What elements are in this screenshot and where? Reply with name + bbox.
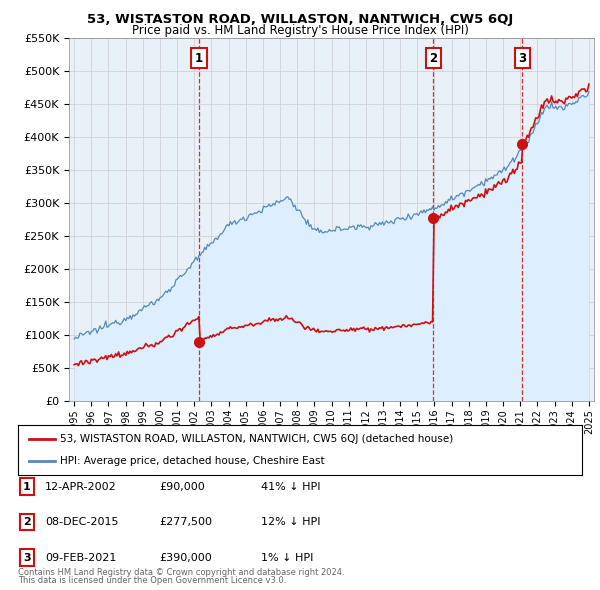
Text: 53, WISTASTON ROAD, WILLASTON, NANTWICH, CW5 6QJ: 53, WISTASTON ROAD, WILLASTON, NANTWICH,…	[87, 13, 513, 26]
Text: Price paid vs. HM Land Registry's House Price Index (HPI): Price paid vs. HM Land Registry's House …	[131, 24, 469, 37]
Text: 09-FEB-2021: 09-FEB-2021	[45, 553, 116, 562]
Text: £390,000: £390,000	[159, 553, 212, 562]
Text: 1: 1	[23, 482, 31, 491]
Text: 3: 3	[518, 52, 526, 65]
Text: 08-DEC-2015: 08-DEC-2015	[45, 517, 119, 527]
Text: 2: 2	[429, 52, 437, 65]
Text: 41% ↓ HPI: 41% ↓ HPI	[261, 482, 320, 491]
Text: 1: 1	[195, 52, 203, 65]
Text: £90,000: £90,000	[159, 482, 205, 491]
Text: 12-APR-2002: 12-APR-2002	[45, 482, 117, 491]
Text: This data is licensed under the Open Government Licence v3.0.: This data is licensed under the Open Gov…	[18, 576, 286, 585]
Text: Contains HM Land Registry data © Crown copyright and database right 2024.: Contains HM Land Registry data © Crown c…	[18, 568, 344, 577]
Text: 1% ↓ HPI: 1% ↓ HPI	[261, 553, 313, 562]
Text: 53, WISTASTON ROAD, WILLASTON, NANTWICH, CW5 6QJ (detached house): 53, WISTASTON ROAD, WILLASTON, NANTWICH,…	[60, 434, 454, 444]
Text: 12% ↓ HPI: 12% ↓ HPI	[261, 517, 320, 527]
Text: £277,500: £277,500	[159, 517, 212, 527]
Text: 3: 3	[23, 553, 31, 562]
Text: HPI: Average price, detached house, Cheshire East: HPI: Average price, detached house, Ches…	[60, 456, 325, 466]
Text: 2: 2	[23, 517, 31, 527]
